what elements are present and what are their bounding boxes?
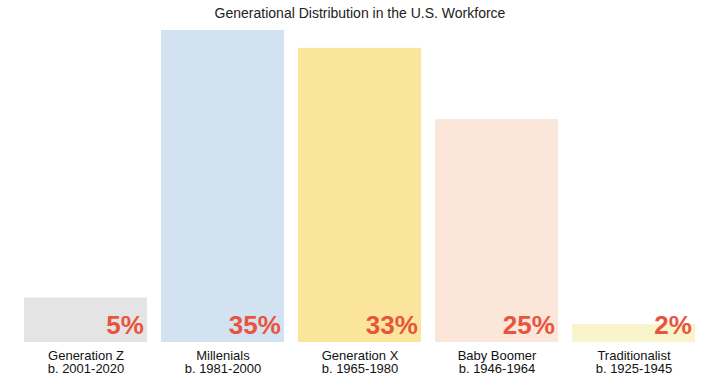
svg-text:25%: 25% [503, 310, 555, 340]
svg-text:35%: 35% [229, 310, 281, 340]
svg-text:Traditionalistb. 1925-1945: Traditionalistb. 1925-1945 [596, 348, 673, 376]
svg-text:Generation Xb. 1965-1980: Generation Xb. 1965-1980 [322, 348, 399, 376]
html-text:Generational Distribution in t: Generational Distribution in the U.S. Wo… [214, 5, 506, 21]
svg-text:33%: 33% [366, 310, 418, 340]
svg-text:Baby Boomerb. 1946-1964: Baby Boomerb. 1946-1964 [458, 348, 537, 376]
svg-text:2%: 2% [654, 310, 692, 340]
svg-text:Millenialsb. 1981-2000: Millenialsb. 1981-2000 [185, 348, 262, 376]
svg-text:5%: 5% [106, 310, 144, 340]
svg-text:Generation Zb. 2001-2020: Generation Zb. 2001-2020 [48, 348, 125, 376]
